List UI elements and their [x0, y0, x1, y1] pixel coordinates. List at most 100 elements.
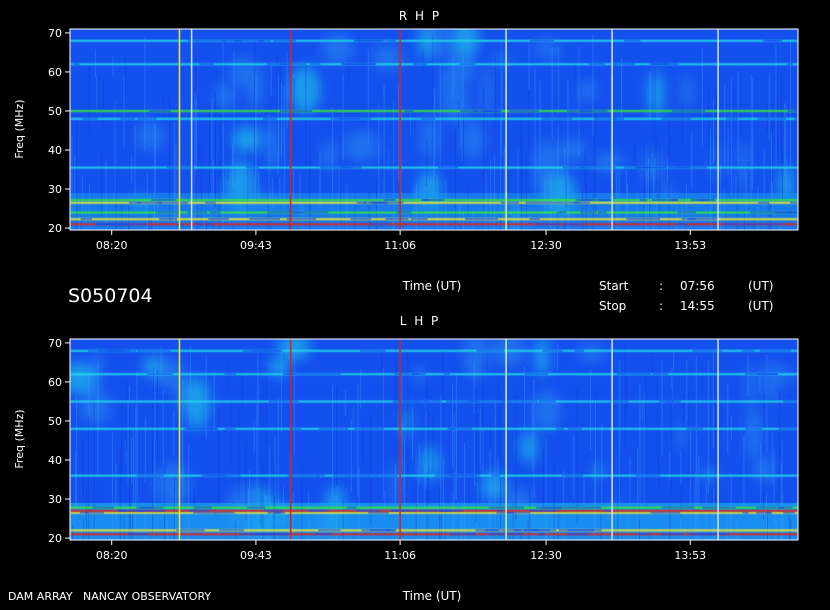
- band-gap: [483, 109, 502, 112]
- streak: [309, 126, 311, 230]
- streak: [452, 493, 454, 540]
- streak: [759, 369, 761, 394]
- streak: [671, 368, 673, 410]
- streak: [112, 56, 114, 78]
- band-gap: [208, 218, 229, 221]
- streak: [93, 398, 95, 530]
- vertical-line-1: [289, 339, 292, 540]
- band-gap: [491, 474, 500, 477]
- streak: [152, 401, 154, 532]
- streak: [639, 383, 641, 520]
- streak: [689, 426, 691, 528]
- emission-blob: [520, 431, 537, 464]
- streak: [208, 105, 210, 187]
- streak: [744, 212, 746, 230]
- streak: [401, 375, 403, 405]
- lhp-panel: L H P Freq (MHz) Time (UT) 20 30 40 50 60 70 0…: [13, 314, 799, 603]
- streak: [464, 442, 466, 540]
- band-gap: [250, 349, 280, 352]
- emission-blob: [391, 460, 402, 506]
- emission-blob: [491, 339, 526, 367]
- y-tick-label: 60: [48, 376, 62, 389]
- band-2: [70, 511, 798, 514]
- streak: [432, 34, 434, 160]
- band-gap: [689, 533, 715, 536]
- band-gap: [786, 63, 793, 66]
- band-gap: [545, 39, 555, 42]
- band-0: [70, 223, 798, 226]
- streak: [265, 366, 267, 495]
- streak: [785, 101, 787, 200]
- streak: [724, 84, 726, 166]
- streak: [714, 370, 716, 396]
- streak: [96, 75, 98, 114]
- streak: [367, 49, 369, 144]
- streak: [153, 368, 155, 440]
- band-gap: [681, 218, 718, 221]
- vertical-line-0: [178, 29, 181, 230]
- streak: [789, 516, 791, 540]
- band-gap: [450, 533, 477, 536]
- band-gap: [286, 373, 313, 376]
- streak: [610, 75, 612, 187]
- streak: [521, 534, 523, 540]
- streak: [557, 53, 559, 109]
- streak: [344, 390, 346, 416]
- streak: [407, 465, 409, 493]
- band-gap: [500, 201, 520, 204]
- emission-blob: [93, 350, 103, 385]
- streak: [144, 514, 146, 540]
- x-tick-label: 12:30: [530, 239, 562, 252]
- streak: [442, 457, 444, 536]
- streak: [768, 203, 770, 230]
- streak: [617, 470, 619, 540]
- streak: [222, 43, 224, 130]
- streak: [425, 397, 427, 490]
- band-7: [70, 109, 798, 113]
- streak: [126, 382, 128, 453]
- streak: [698, 456, 700, 540]
- streak: [268, 114, 270, 206]
- band-gap: [566, 109, 593, 112]
- streak: [423, 465, 425, 540]
- streak: [433, 88, 435, 110]
- emission-blob: [136, 122, 166, 151]
- band-gap: [319, 166, 353, 169]
- streak: [553, 460, 555, 540]
- band-gap: [686, 427, 704, 430]
- streak: [174, 122, 176, 179]
- streak: [353, 405, 355, 425]
- band-gap: [524, 109, 539, 112]
- band-gap: [354, 427, 385, 430]
- stop-unit: (UT): [748, 299, 773, 313]
- band-gap: [741, 349, 755, 352]
- streak: [748, 163, 750, 187]
- band-gap: [82, 117, 98, 120]
- streak: [760, 442, 762, 505]
- band-gap: [508, 109, 526, 112]
- streak: [656, 371, 658, 467]
- streak: [765, 491, 767, 540]
- streak: [712, 350, 714, 449]
- band-gap: [332, 474, 351, 477]
- streak: [777, 96, 779, 172]
- band-gap: [638, 533, 649, 536]
- emission-blob: [277, 339, 311, 360]
- streak: [723, 186, 725, 230]
- band-gap: [199, 63, 215, 66]
- streak: [245, 441, 247, 521]
- streak: [726, 515, 728, 540]
- band-gap: [501, 529, 522, 532]
- band-gap: [313, 533, 332, 536]
- streak: [111, 432, 113, 540]
- band-gap: [542, 349, 564, 352]
- band-gap: [434, 474, 455, 477]
- band-gap: [794, 117, 798, 120]
- band-gap: [525, 201, 561, 204]
- band-gap: [289, 427, 302, 430]
- emission-blob: [451, 29, 480, 57]
- streak: [160, 347, 162, 377]
- streak: [277, 396, 279, 515]
- band-1: [70, 218, 798, 221]
